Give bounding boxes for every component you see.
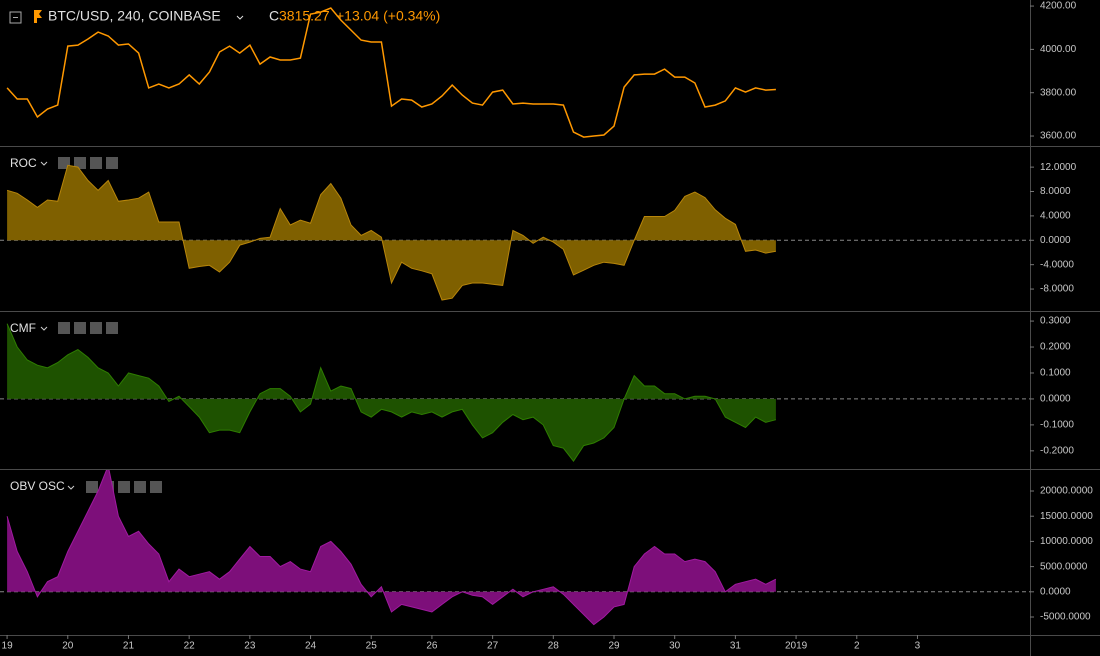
- cmf-icons: [40, 322, 118, 334]
- panel-title: ROC: [10, 156, 37, 170]
- price-line: [6, 7, 776, 138]
- close-label: C: [269, 8, 279, 24]
- y-tick-label: 0.1000: [1040, 368, 1071, 379]
- settings-button[interactable]: [74, 322, 86, 334]
- panel: [0, 323, 1030, 463]
- panel: [6, 7, 776, 138]
- x-tick-label: 23: [244, 641, 256, 652]
- y-tick-label: 0.2000: [1040, 342, 1071, 353]
- y-tick-label: 5000.0000: [1040, 561, 1088, 572]
- more-button[interactable]: [90, 322, 102, 334]
- more-button[interactable]: [90, 157, 102, 169]
- x-tick-label: 27: [487, 641, 499, 652]
- y-tick-label: 20000.0000: [1040, 486, 1093, 497]
- collapse-button[interactable]: [9, 11, 22, 24]
- x-tick-label: 29: [608, 641, 620, 652]
- symbol-flag[interactable]: [34, 10, 42, 23]
- panel-title: CMF: [10, 321, 36, 335]
- y-tick-label: 4.0000: [1040, 211, 1071, 222]
- y-tick-label: -5000.0000: [1040, 612, 1091, 623]
- remove-button[interactable]: [106, 322, 118, 334]
- y-tick-label: 8.0000: [1040, 186, 1071, 197]
- y-tick-label: 0.0000: [1040, 394, 1071, 405]
- roc-icons: [40, 157, 118, 169]
- source-button[interactable]: [118, 481, 130, 493]
- x-tick-label: 21: [123, 641, 135, 652]
- visibility-button[interactable]: [86, 481, 98, 493]
- area-line: [6, 323, 777, 463]
- y-tick-label: 15000.0000: [1040, 511, 1093, 522]
- panel: [0, 164, 1030, 301]
- dropdown-chevron[interactable]: [67, 485, 75, 490]
- area-fill: [7, 165, 776, 300]
- settings-button[interactable]: [74, 157, 86, 169]
- x-tick-label: 26: [426, 641, 438, 652]
- indicator-icons: [40, 157, 162, 493]
- x-tick-label: 2019: [785, 641, 808, 652]
- dropdown-chevron[interactable]: [40, 161, 48, 166]
- y-tick-label: 12.0000: [1040, 162, 1077, 173]
- panel-title: OBV OSC: [10, 479, 65, 493]
- x-tick-label: 2: [854, 641, 860, 652]
- header: BTC/USD, 240, COINBASE C 3815.27 +13.04 …: [9, 8, 440, 24]
- dropdown-chevron[interactable]: [236, 15, 244, 20]
- y-tick-label: -4.0000: [1040, 259, 1074, 270]
- more-button[interactable]: [134, 481, 146, 493]
- x-tick-label: 25: [366, 641, 378, 652]
- x-tick-label: 22: [184, 641, 196, 652]
- area-line: [6, 164, 776, 301]
- panel: [0, 470, 1030, 626]
- x-tick-label: 30: [669, 641, 681, 652]
- remove-button[interactable]: [106, 157, 118, 169]
- x-tick-label: 31: [730, 641, 742, 652]
- area-fill: [7, 470, 776, 625]
- x-tick-label: 19: [2, 641, 14, 652]
- area-fill: [7, 323, 776, 462]
- y-tick-label: 4000.00: [1040, 44, 1077, 55]
- dropdown-chevron[interactable]: [40, 326, 48, 331]
- visibility-button[interactable]: [58, 322, 70, 334]
- visibility-button[interactable]: [58, 157, 70, 169]
- remove-button[interactable]: [150, 481, 162, 493]
- y-tick-label: 4200.00: [1040, 1, 1077, 12]
- obv-icons: [67, 481, 162, 493]
- y-tick-label: 0.0000: [1040, 586, 1071, 597]
- y-tick-label: 3600.00: [1040, 131, 1077, 142]
- y-tick-label: 3800.00: [1040, 87, 1077, 98]
- x-tick-label: 20: [62, 641, 74, 652]
- y-tick-label: 0.0000: [1040, 235, 1071, 246]
- y-tick-label: 0.3000: [1040, 316, 1071, 327]
- y-tick-label: -0.2000: [1040, 445, 1074, 456]
- symbol-title[interactable]: BTC/USD, 240, COINBASE: [48, 8, 221, 24]
- x-tick-label: 24: [305, 641, 317, 652]
- y-tick-label: -0.1000: [1040, 420, 1074, 431]
- y-tick-label: -8.0000: [1040, 284, 1074, 295]
- change-value: +13.04 (+0.34%): [336, 8, 440, 24]
- close-value: 3815.27: [279, 8, 330, 24]
- y-tick-label: 10000.0000: [1040, 536, 1093, 547]
- area-line: [6, 470, 777, 626]
- x-tick-label: 3: [915, 641, 921, 652]
- x-tick-label: 28: [548, 641, 560, 652]
